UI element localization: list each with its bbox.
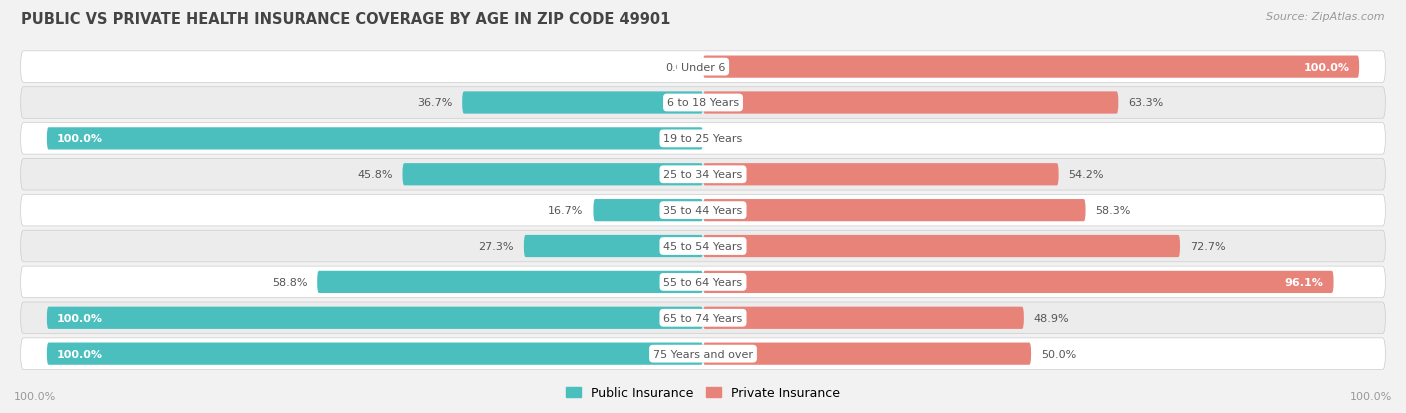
Text: PUBLIC VS PRIVATE HEALTH INSURANCE COVERAGE BY AGE IN ZIP CODE 49901: PUBLIC VS PRIVATE HEALTH INSURANCE COVER…	[21, 12, 671, 27]
Text: 45 to 54 Years: 45 to 54 Years	[664, 242, 742, 252]
Text: 75 Years and over: 75 Years and over	[652, 349, 754, 359]
Text: 16.7%: 16.7%	[548, 206, 583, 216]
Text: 55 to 64 Years: 55 to 64 Years	[664, 277, 742, 287]
Text: 100.0%: 100.0%	[1350, 391, 1392, 401]
Text: 63.3%: 63.3%	[1128, 98, 1163, 108]
Text: 100.0%: 100.0%	[56, 134, 103, 144]
FancyBboxPatch shape	[703, 92, 1118, 114]
Text: 45.8%: 45.8%	[357, 170, 392, 180]
Text: 58.8%: 58.8%	[271, 277, 308, 287]
Text: 0.0%: 0.0%	[665, 62, 693, 72]
FancyBboxPatch shape	[318, 271, 703, 293]
Text: 58.3%: 58.3%	[1095, 206, 1130, 216]
Text: 27.3%: 27.3%	[478, 242, 515, 252]
Text: 100.0%: 100.0%	[56, 349, 103, 359]
FancyBboxPatch shape	[463, 92, 703, 114]
FancyBboxPatch shape	[21, 88, 1385, 119]
Text: Under 6: Under 6	[681, 62, 725, 72]
Text: 50.0%: 50.0%	[1040, 349, 1076, 359]
Text: 72.7%: 72.7%	[1189, 242, 1226, 252]
Text: 96.1%: 96.1%	[1285, 277, 1323, 287]
FancyBboxPatch shape	[21, 52, 1385, 83]
FancyBboxPatch shape	[703, 307, 1024, 329]
FancyBboxPatch shape	[402, 164, 703, 186]
FancyBboxPatch shape	[703, 343, 1031, 365]
Text: 35 to 44 Years: 35 to 44 Years	[664, 206, 742, 216]
FancyBboxPatch shape	[593, 199, 703, 222]
Text: 100.0%: 100.0%	[14, 391, 56, 401]
Text: 65 to 74 Years: 65 to 74 Years	[664, 313, 742, 323]
FancyBboxPatch shape	[21, 302, 1385, 334]
FancyBboxPatch shape	[524, 235, 703, 258]
FancyBboxPatch shape	[46, 343, 703, 365]
FancyBboxPatch shape	[21, 159, 1385, 190]
FancyBboxPatch shape	[21, 123, 1385, 155]
FancyBboxPatch shape	[46, 128, 703, 150]
Text: 36.7%: 36.7%	[418, 98, 453, 108]
Text: 25 to 34 Years: 25 to 34 Years	[664, 170, 742, 180]
Text: 6 to 18 Years: 6 to 18 Years	[666, 98, 740, 108]
Legend: Public Insurance, Private Insurance: Public Insurance, Private Insurance	[561, 381, 845, 404]
FancyBboxPatch shape	[21, 231, 1385, 262]
Text: 54.2%: 54.2%	[1069, 170, 1104, 180]
FancyBboxPatch shape	[21, 266, 1385, 298]
Text: 19 to 25 Years: 19 to 25 Years	[664, 134, 742, 144]
Text: 100.0%: 100.0%	[1303, 62, 1350, 72]
FancyBboxPatch shape	[703, 199, 1085, 222]
FancyBboxPatch shape	[703, 271, 1333, 293]
Text: 100.0%: 100.0%	[56, 313, 103, 323]
Text: Source: ZipAtlas.com: Source: ZipAtlas.com	[1267, 12, 1385, 22]
FancyBboxPatch shape	[703, 56, 1360, 78]
FancyBboxPatch shape	[21, 338, 1385, 370]
Text: 48.9%: 48.9%	[1033, 313, 1070, 323]
Text: 0.0%: 0.0%	[713, 134, 741, 144]
FancyBboxPatch shape	[703, 235, 1180, 258]
FancyBboxPatch shape	[703, 164, 1059, 186]
FancyBboxPatch shape	[21, 195, 1385, 226]
FancyBboxPatch shape	[46, 307, 703, 329]
